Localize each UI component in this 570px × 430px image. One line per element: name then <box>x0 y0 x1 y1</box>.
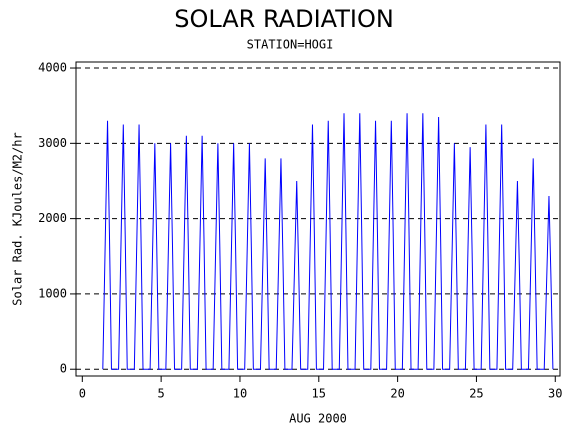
x-tick-label: 30 <box>548 387 562 401</box>
data-line <box>102 113 554 370</box>
chart-subtitle: STATION=HOGI <box>247 38 334 52</box>
y-tick-label: 1000 <box>38 286 67 300</box>
x-tick-label: 15 <box>312 387 326 401</box>
y-tick-label: 0 <box>60 362 67 376</box>
y-tick-label: 3000 <box>38 136 67 150</box>
x-tick-label: 10 <box>233 387 247 401</box>
y-tick-label: 2000 <box>38 211 67 225</box>
x-tick-label: 0 <box>79 387 86 401</box>
y-tick-label: 4000 <box>38 61 67 75</box>
x-tick-label: 20 <box>390 387 404 401</box>
x-tick-label: 5 <box>158 387 165 401</box>
chart-title: SOLAR RADIATION <box>174 5 394 33</box>
x-axis-label: AUG 2000 <box>289 412 347 426</box>
y-axis-label: Solar Rad. KJoules/M2/hr <box>11 132 25 305</box>
x-tick-label: 25 <box>469 387 483 401</box>
